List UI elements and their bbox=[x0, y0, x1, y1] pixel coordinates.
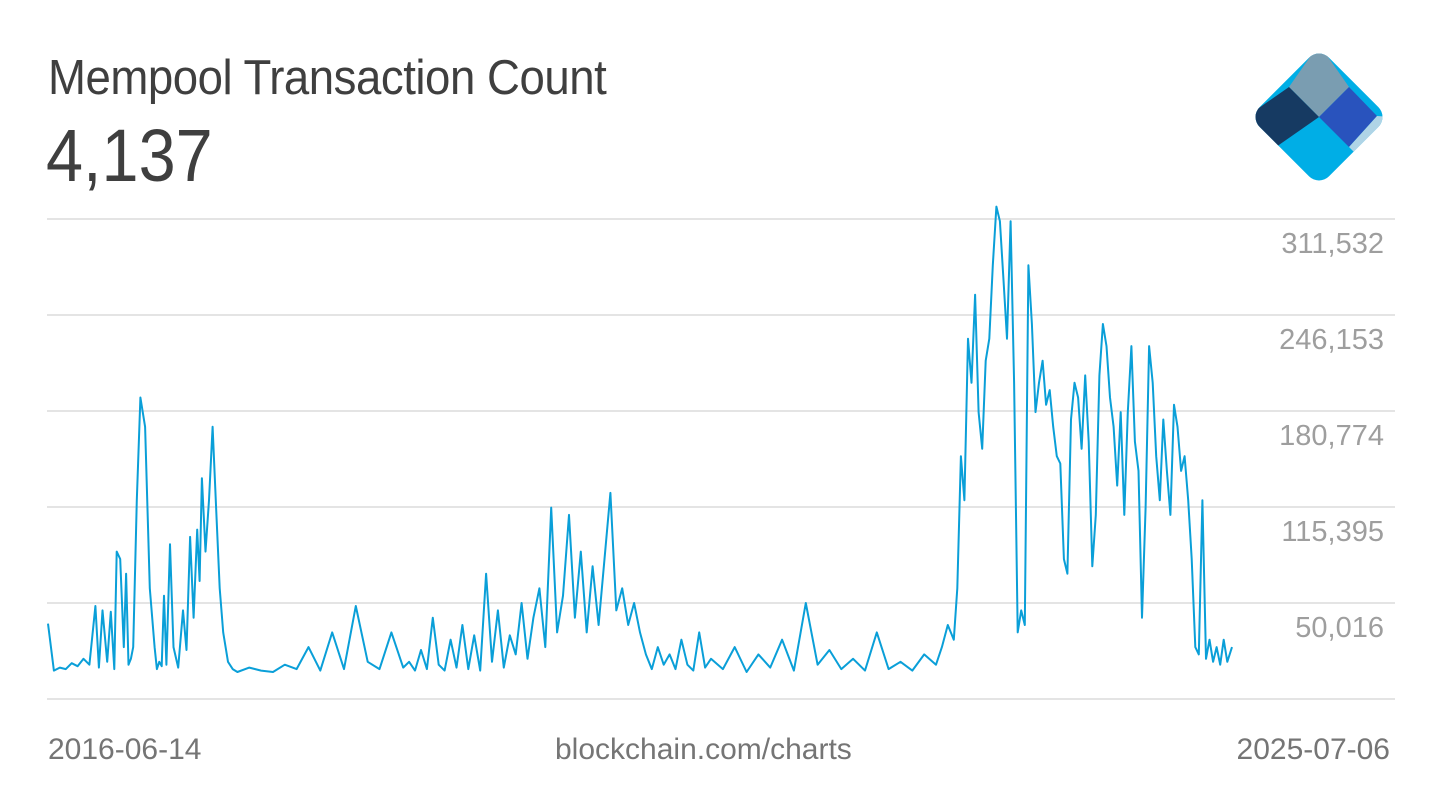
y-tick-label: 311,532 bbox=[1281, 228, 1384, 260]
y-tick-label: 115,395 bbox=[1281, 516, 1384, 548]
y-tick-label: 50,016 bbox=[1295, 612, 1384, 644]
x-start-date: 2016-06-14 bbox=[48, 733, 202, 766]
logo-right bbox=[1319, 87, 1377, 147]
gridlines bbox=[47, 218, 1395, 700]
logo-top bbox=[1289, 47, 1349, 117]
chart-title: Mempool Transaction Count bbox=[48, 51, 607, 105]
x-end-date: 2025-07-06 bbox=[1236, 733, 1390, 766]
series-line bbox=[47, 205, 1233, 673]
source-link[interactable]: blockchain.com/charts bbox=[555, 733, 852, 766]
y-tick-label: 180,774 bbox=[1279, 420, 1384, 452]
current-value: 4,137 bbox=[46, 114, 213, 197]
y-tick-label: 246,153 bbox=[1279, 324, 1384, 356]
blockchain-logo-icon bbox=[1249, 47, 1389, 187]
